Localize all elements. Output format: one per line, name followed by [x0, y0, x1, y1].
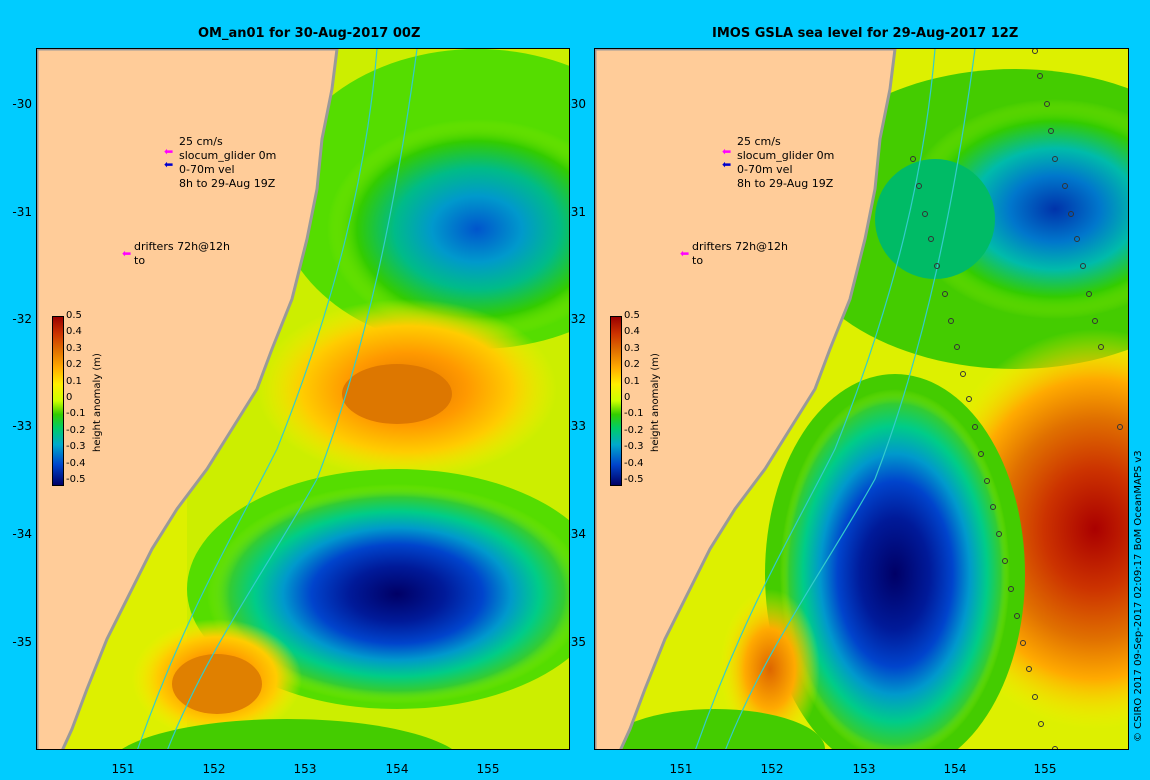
left-panel-title: OM_an01 for 30-Aug-2017 00Z — [198, 26, 421, 41]
x-label-right: 152 — [760, 762, 784, 776]
y-label-right: -30 — [566, 97, 586, 111]
vel-arrow-icon: ⬅ — [164, 158, 174, 171]
copyright-text: © CSIRO 2017 09-Sep-2017 02:09:17 BoM Oc… — [1133, 450, 1144, 742]
colorbar-left — [52, 316, 64, 486]
y-label-right: -32 — [566, 312, 586, 326]
colorbar-tick-label: 0.5 — [66, 310, 82, 321]
y-label-right: -31 — [566, 205, 586, 219]
colorbar-tick-label: -0.1 — [66, 408, 86, 420]
drifter-arrow-icon: ⬅ — [680, 247, 690, 260]
colorbar-tick-label: -0.4 — [624, 457, 644, 469]
colorbar-tick-label: 0.1 — [624, 375, 640, 387]
x-label-left: 152 — [202, 762, 226, 776]
land-mass — [595, 49, 897, 749]
glider-arrow-icon: ⬅ — [164, 145, 174, 158]
legend-line-2: slocum_glider 0m — [179, 149, 277, 162]
y-label-left: -32 — [12, 312, 32, 326]
x-label-left: 155 — [476, 762, 500, 776]
colorbar-tick-label: 0 — [624, 392, 631, 403]
colorbar-tick-label: 0.2 — [624, 359, 640, 371]
colorbar-tick-label: -0.4 — [66, 457, 86, 469]
x-label-right: 151 — [669, 762, 693, 776]
y-label-left: -33 — [12, 419, 32, 433]
y-label-left: -34 — [12, 527, 32, 541]
colorbar-tick-label: 0.3 — [624, 342, 640, 354]
left-map-svg — [37, 49, 569, 749]
drifters-label: drifters 72h@12h — [692, 240, 789, 253]
right-map-panel — [594, 48, 1129, 750]
legend-line-2: slocum_glider 0m — [737, 149, 835, 162]
colorbar-title-right: height anomaly (m) — [650, 353, 661, 452]
colorbar-tick-label: 0.4 — [624, 326, 640, 338]
x-label-left: 153 — [293, 762, 317, 776]
colorbar-tick-label: -0.2 — [624, 424, 644, 436]
y-label-right: -35 — [566, 635, 586, 649]
y-label-left: -31 — [12, 205, 32, 219]
y-label-right: -34 — [566, 527, 586, 541]
legend-line-1: 25 cm/s — [179, 135, 223, 148]
vel-arrow-icon: ⬅ — [722, 158, 732, 171]
legend-line-4: 8h to 29-Aug 19Z — [179, 177, 276, 190]
left-map-panel — [36, 48, 570, 750]
land-mass — [37, 49, 339, 749]
colorbar-tick-label: -0.5 — [624, 474, 644, 485]
colorbar-tick-label: 0.5 — [624, 310, 640, 321]
colorbar-tick-label: 0 — [66, 392, 73, 403]
x-label-right: 153 — [852, 762, 876, 776]
colorbar-tick-label: 0.1 — [66, 375, 82, 387]
x-label-right: 154 — [943, 762, 967, 776]
colorbar-tick-label: 0.3 — [66, 342, 82, 354]
y-label-right: -33 — [566, 419, 586, 433]
x-label-right: 155 — [1033, 762, 1057, 776]
drifters-label: drifters 72h@12h — [134, 240, 231, 253]
glider-arrow-icon: ⬅ — [722, 145, 732, 158]
legend-line-1: 25 cm/s — [737, 135, 781, 148]
colorbar-tick-label: -0.3 — [66, 441, 86, 453]
y-label-left: -35 — [12, 635, 32, 649]
x-label-left: 151 — [111, 762, 135, 776]
colorbar-tick-label: 0.4 — [66, 326, 82, 338]
x-label-left: 154 — [385, 762, 409, 776]
colorbar-tick-label: -0.1 — [624, 408, 644, 420]
legend-line-3: 0-70m vel — [737, 163, 793, 176]
drifters-to-label: to — [692, 254, 704, 267]
drifters-to-label: to — [134, 254, 146, 267]
legend-line-3: 0-70m vel — [179, 163, 235, 176]
colorbar-title-left: height anomaly (m) — [92, 353, 103, 452]
drifter-arrow-icon: ⬅ — [122, 247, 132, 260]
colorbar-tick-label: -0.3 — [624, 441, 644, 453]
colorbar-tick-label: -0.5 — [66, 474, 86, 485]
colorbar-right — [610, 316, 622, 486]
colorbar-tick-label: -0.2 — [66, 424, 86, 436]
right-panel-title: IMOS GSLA sea level for 29-Aug-2017 12Z — [712, 26, 1019, 41]
y-label-left: -30 — [12, 97, 32, 111]
right-map-svg — [595, 49, 1128, 749]
legend-line-4: 8h to 29-Aug 19Z — [737, 177, 834, 190]
colorbar-tick-label: 0.2 — [66, 359, 82, 371]
